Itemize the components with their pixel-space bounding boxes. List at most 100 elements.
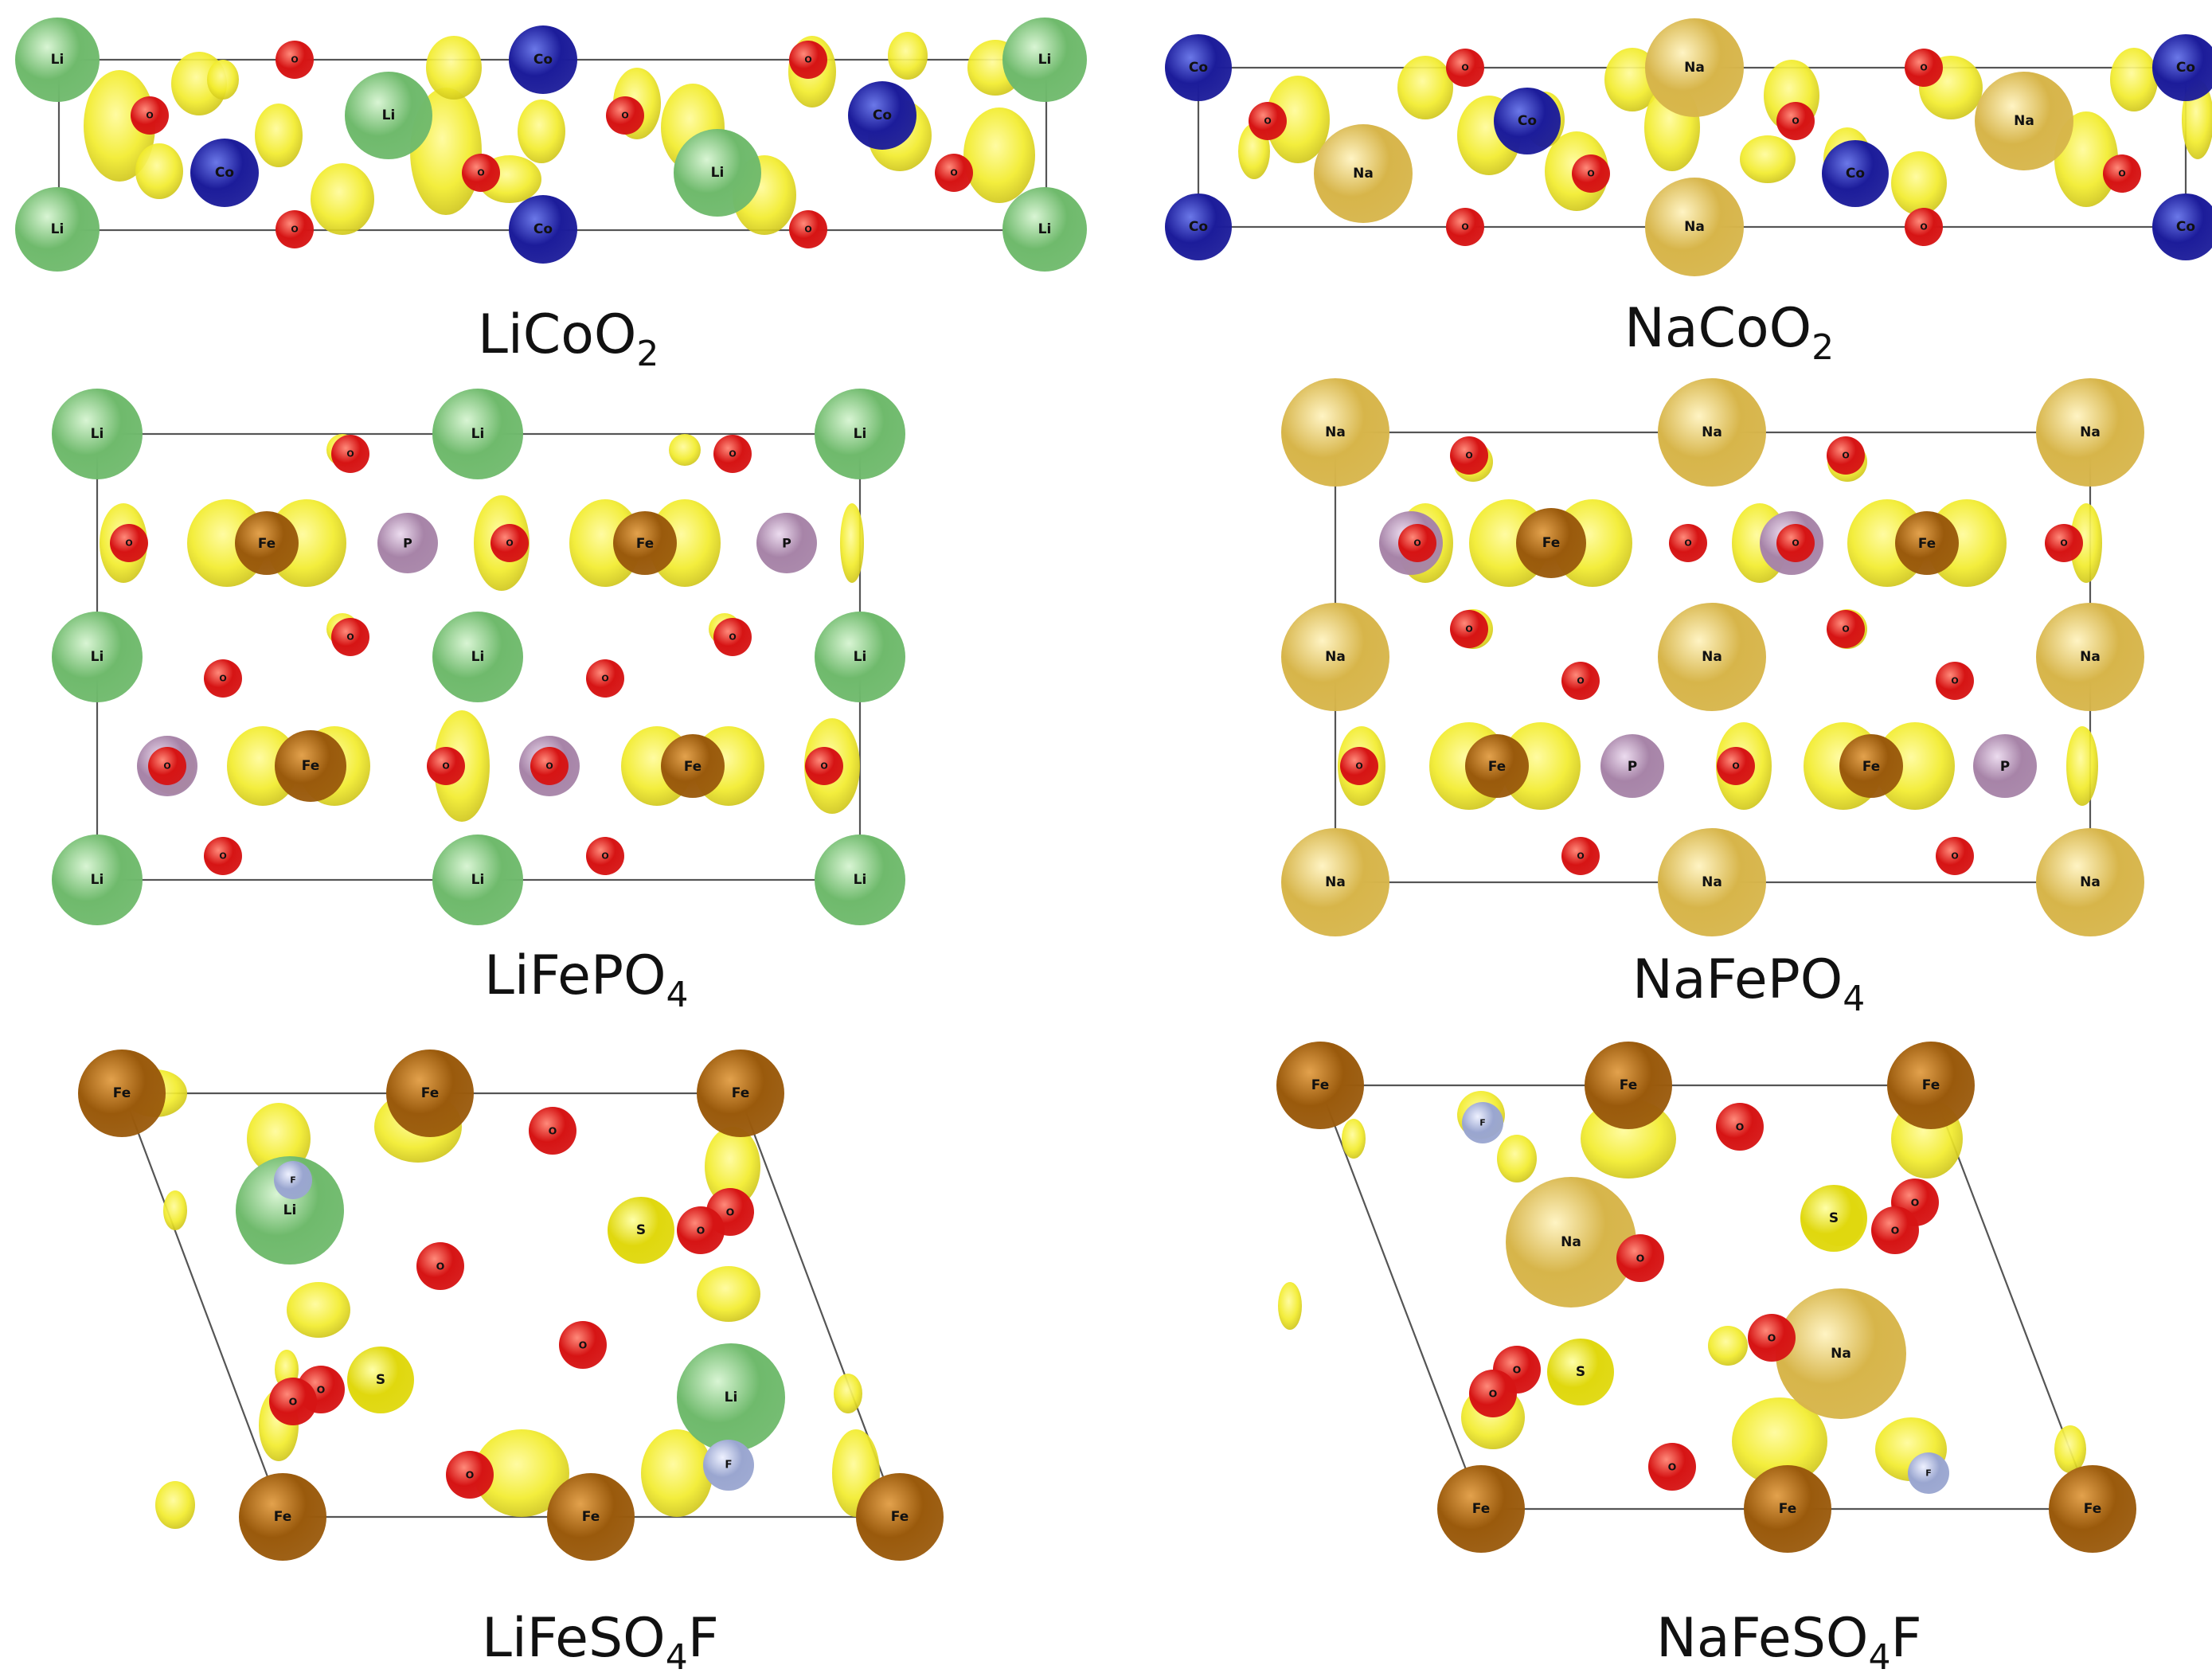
atom-label: O [1768, 1332, 1776, 1344]
atom-label: O [1461, 63, 1468, 73]
isosurface-lobe [155, 1481, 195, 1529]
atom-label: O [601, 674, 608, 684]
atom-label: Fe [1922, 1077, 1940, 1093]
atom-label: Na [2080, 649, 2101, 665]
atom-label: O [1792, 116, 1799, 127]
atom-o: O [530, 747, 569, 785]
panel-nafepo4: NaNaNaNaNaNaNaNaNaFeFeFeFePPPPOOOOOOOOOO… [1281, 378, 2144, 1019]
atom-li: Li [52, 612, 143, 702]
atom-p: P [377, 513, 438, 573]
caption-nafepo4: NaFePO4 [1632, 948, 1865, 1019]
atom-p: P [1973, 734, 2037, 798]
atom-label: Fe [1542, 535, 1560, 551]
atom-fe: Fe [613, 511, 677, 575]
atom-label: O [506, 538, 513, 549]
isosurface-lobe [311, 163, 374, 235]
atom-label: Co [533, 52, 553, 68]
atom-label: O [1577, 851, 1584, 862]
atom-sphere [815, 835, 905, 925]
atom-f: F [703, 1440, 754, 1491]
atom-label: F [1479, 1118, 1486, 1128]
atom-o: O [935, 154, 973, 192]
atom-label: O [1951, 851, 1958, 862]
atom-sphere [805, 747, 843, 785]
atom-o: O [427, 747, 465, 785]
atom-label: O [579, 1339, 588, 1351]
atom-fe: Fe [1585, 1042, 1672, 1129]
atom-label: O [1920, 222, 1927, 233]
atom-li: Li [432, 835, 523, 925]
isosurface-lobe [1708, 1326, 1748, 1366]
atoms: LiLiLiLiLiLiLiLiLiFeFeFeFePPPPOOOOOOOOOO… [52, 389, 905, 925]
atom-sphere [15, 18, 100, 102]
atom-sphere [509, 25, 577, 94]
atom-label: O [1465, 624, 1472, 635]
caption-nafeso4f: NaFeSO4F [1656, 1607, 1922, 1673]
atom-co: Co [2152, 193, 2212, 260]
atom-label: O [442, 761, 449, 772]
atoms: Co Co Co Co Co Co Na Na Na Na O O O O O O O O [1165, 18, 2212, 276]
atom-na: Na [1645, 178, 1744, 276]
atom-label: O [1668, 1461, 1677, 1473]
atom-label: Fe [684, 758, 702, 774]
atom-sphere [1165, 193, 1232, 260]
atom-label: O [804, 55, 811, 65]
atom-sphere [1002, 187, 1087, 272]
atom-sphere [131, 96, 169, 135]
atom-o: O [1827, 610, 1865, 648]
atom-co: Co [1165, 34, 1232, 101]
atom-li: Li [1002, 187, 1087, 272]
atom-label: Na [1831, 1346, 1851, 1362]
atom-label: Li [91, 872, 104, 888]
atom-sphere [1658, 603, 1766, 711]
atom-label: O [466, 1469, 475, 1481]
unit-cell-outline [1318, 1084, 2094, 1511]
atom-sphere [1450, 610, 1488, 648]
atom-label: O [804, 225, 811, 235]
atom-na: Na [1658, 603, 1766, 711]
atom-label: Co [2176, 60, 2195, 76]
isosurface-lobe [1875, 722, 1955, 810]
atom-label: Na [1684, 60, 1705, 76]
atom-label: Na [1702, 424, 1722, 440]
atom-s: S [1800, 1185, 1867, 1252]
atom-co: Co [509, 25, 577, 94]
panel-nafepo4-structure: NaNaNaNaNaNaNaNaNaFeFeFeFePPPPOOOOOOOOOO… [1281, 378, 2144, 936]
isosurface-lobe [1740, 135, 1796, 183]
atom-sphere [1340, 747, 1378, 785]
atom-fe: Fe [1516, 508, 1586, 578]
atom-li: Li [815, 612, 905, 702]
atom-co: Co [509, 195, 577, 264]
atom-label: O [729, 449, 736, 459]
atom-sphere [559, 1321, 607, 1369]
atom-li: Li [15, 18, 100, 102]
atom-label: Li [283, 1202, 297, 1218]
atom-sphere [462, 154, 500, 192]
atom-sphere [416, 1242, 464, 1290]
atom-label: S [376, 1372, 385, 1388]
atom-o: O [805, 747, 843, 785]
atom-sphere [608, 1197, 674, 1264]
atom-sphere [1908, 1452, 1949, 1494]
atom-o: O [1905, 208, 1943, 246]
caption-lifeso4f: LiFeSO4F [482, 1607, 719, 1673]
atom-o: O [1827, 436, 1865, 475]
atom-sphere [331, 435, 369, 473]
atom-label: O [1736, 1121, 1745, 1133]
atom-na: Na [1658, 378, 1766, 487]
atom-sphere [1887, 1042, 1975, 1129]
atom-o: O [1669, 524, 1707, 562]
atom-o: O [559, 1321, 607, 1369]
atom-sphere [1717, 747, 1755, 785]
atom-sphere [1314, 124, 1413, 223]
atom-fe: Fe [2049, 1465, 2136, 1553]
isosurface-lobe [888, 32, 928, 80]
atom-o: O [713, 618, 752, 656]
atom-sphere [677, 1206, 725, 1254]
atom-sphere [236, 1156, 344, 1265]
atom-label: Na [2014, 113, 2034, 129]
atom-o: O [2103, 154, 2141, 193]
atom-label: O [549, 1125, 557, 1137]
atom-sphere [530, 747, 569, 785]
atom-sphere [509, 195, 577, 264]
